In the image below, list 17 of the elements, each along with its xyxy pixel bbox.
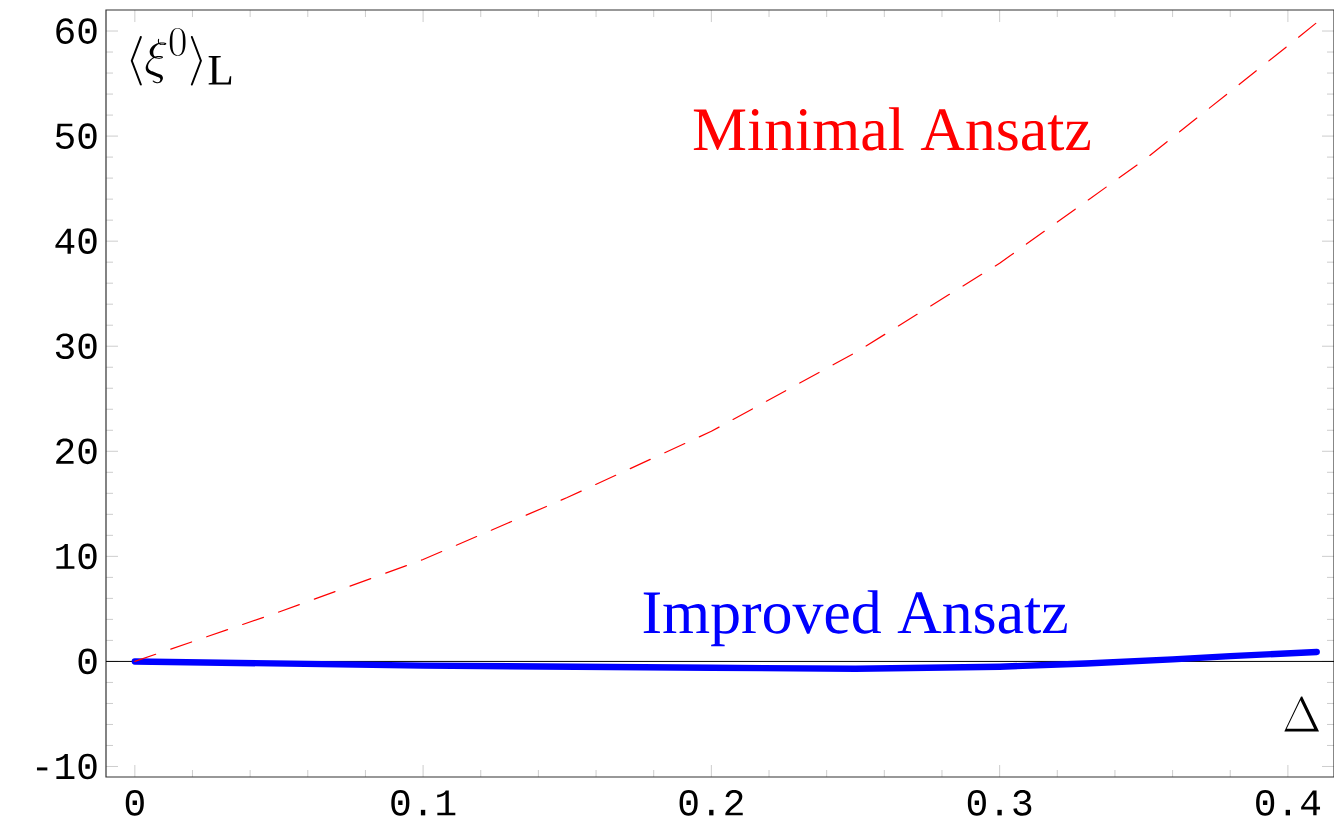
y-tick-label: 40 <box>55 228 97 255</box>
y-tick-label: 10 <box>56 543 97 570</box>
series-label: Improved Ansatz <box>643 590 1067 647</box>
y-tick-label: -10 <box>36 753 97 780</box>
series-label: Minimal Ansatz <box>693 107 1091 151</box>
x-tick-label: 0.3 <box>967 790 1032 816</box>
y-tick-label: 50 <box>55 123 97 149</box>
x-tick-label: 0.1 <box>391 790 456 816</box>
y-axis-title: $\langle\xi^{0}\rangle_{\mathrm{L}}$ <box>130 27 232 86</box>
y-tick-label: 20 <box>56 438 97 465</box>
y-tick-label: 30 <box>55 333 97 360</box>
x-tick-label: 0.4 <box>1256 790 1321 816</box>
x-axis-title: $\Delta$ <box>1284 696 1319 732</box>
x-tick-label: 0 <box>125 790 144 816</box>
x-tick-label: 0.2 <box>679 790 743 816</box>
y-tick-label: 60 <box>56 18 97 44</box>
y-tick-label: 0 <box>78 648 97 675</box>
